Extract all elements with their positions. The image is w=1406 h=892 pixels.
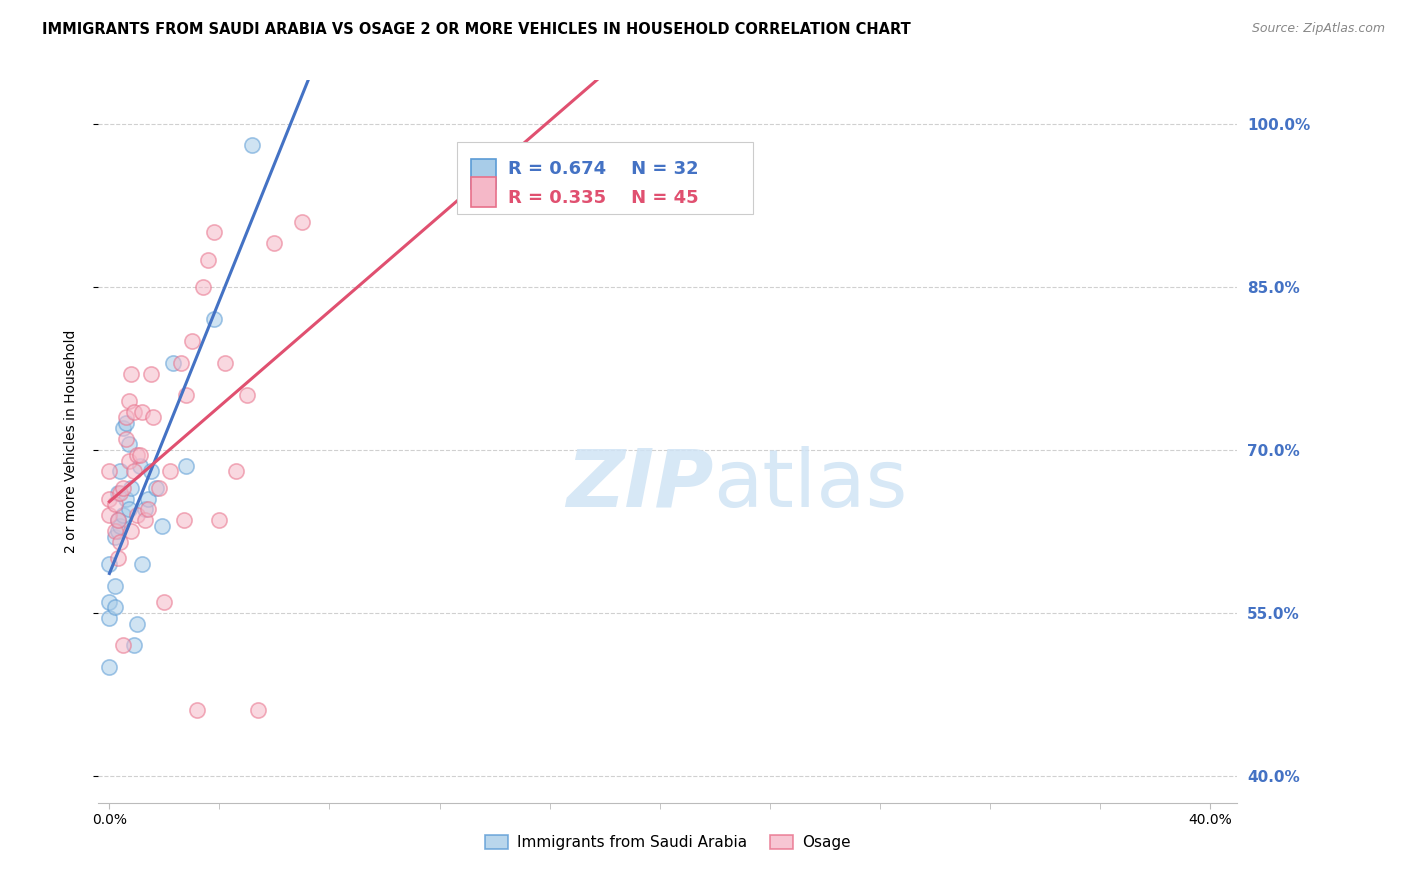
Point	[131, 557, 153, 571]
Point	[115, 416, 138, 430]
Point	[128, 448, 150, 462]
Point	[118, 453, 141, 467]
Point	[214, 356, 236, 370]
Point	[131, 405, 153, 419]
Point	[191, 279, 214, 293]
Point	[107, 513, 129, 527]
Point	[186, 703, 208, 717]
Point	[98, 491, 121, 506]
Point	[107, 513, 129, 527]
Point	[118, 502, 141, 516]
Point	[104, 497, 127, 511]
Point	[98, 595, 121, 609]
Point	[110, 464, 132, 478]
FancyBboxPatch shape	[471, 159, 496, 189]
Point	[148, 481, 170, 495]
Point	[98, 660, 121, 674]
Point	[176, 458, 198, 473]
Text: Source: ZipAtlas.com: Source: ZipAtlas.com	[1251, 22, 1385, 36]
Point	[104, 600, 127, 615]
Text: IMMIGRANTS FROM SAUDI ARABIA VS OSAGE 2 OR MORE VEHICLES IN HOUSEHOLD CORRELATIO: IMMIGRANTS FROM SAUDI ARABIA VS OSAGE 2 …	[42, 22, 911, 37]
Point	[104, 578, 127, 592]
Point	[136, 502, 159, 516]
Point	[115, 432, 138, 446]
Point	[153, 595, 176, 609]
Point	[202, 226, 225, 240]
Point	[202, 312, 225, 326]
Text: R = 0.335    N = 45: R = 0.335 N = 45	[509, 189, 699, 207]
Point	[107, 486, 129, 500]
Point	[142, 410, 165, 425]
Point	[145, 481, 167, 495]
Point	[112, 638, 135, 652]
Point	[122, 464, 145, 478]
Point	[120, 524, 142, 538]
Point	[181, 334, 204, 348]
Point	[112, 481, 135, 495]
Y-axis label: 2 or more Vehicles in Household: 2 or more Vehicles in Household	[63, 330, 77, 553]
Point	[136, 491, 159, 506]
Text: ZIP: ZIP	[567, 446, 713, 524]
Point	[159, 464, 181, 478]
Point	[291, 214, 314, 228]
Point	[125, 616, 148, 631]
Point	[112, 421, 135, 435]
Point	[107, 524, 129, 538]
Point	[139, 464, 162, 478]
Point	[150, 518, 173, 533]
Point	[120, 481, 142, 495]
Point	[98, 611, 121, 625]
Point	[115, 491, 138, 506]
Point	[170, 356, 193, 370]
Point	[246, 703, 269, 717]
Point	[139, 367, 162, 381]
Point	[134, 502, 156, 516]
Point	[125, 508, 148, 522]
Point	[122, 405, 145, 419]
Point	[107, 551, 129, 566]
Text: atlas: atlas	[713, 446, 908, 524]
Point	[122, 638, 145, 652]
Legend: Immigrants from Saudi Arabia, Osage: Immigrants from Saudi Arabia, Osage	[479, 830, 856, 856]
Point	[98, 464, 121, 478]
Point	[242, 138, 264, 153]
Point	[110, 486, 132, 500]
Point	[112, 508, 135, 522]
Point	[208, 513, 231, 527]
Point	[134, 513, 156, 527]
Point	[225, 464, 247, 478]
Point	[104, 530, 127, 544]
Point	[173, 513, 195, 527]
Point	[120, 367, 142, 381]
Point	[110, 535, 132, 549]
Point	[176, 388, 198, 402]
Point	[98, 508, 121, 522]
Point	[125, 448, 148, 462]
Point	[128, 458, 150, 473]
Point	[197, 252, 219, 267]
Point	[162, 356, 184, 370]
Point	[263, 236, 285, 251]
Point	[118, 393, 141, 408]
FancyBboxPatch shape	[457, 142, 754, 214]
Point	[98, 557, 121, 571]
Point	[104, 524, 127, 538]
Text: R = 0.674    N = 32: R = 0.674 N = 32	[509, 161, 699, 178]
Point	[110, 518, 132, 533]
FancyBboxPatch shape	[471, 178, 496, 208]
Point	[236, 388, 259, 402]
Point	[115, 410, 138, 425]
Point	[118, 437, 141, 451]
